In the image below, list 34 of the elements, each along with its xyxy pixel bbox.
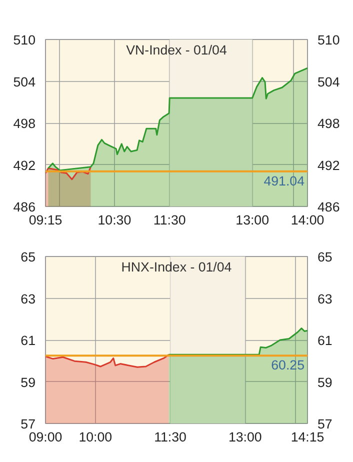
- x-tick-label: 11:30: [153, 212, 186, 228]
- x-tick-label: 14:00: [290, 212, 324, 228]
- x-tick-label: 10:30: [98, 212, 132, 228]
- y-tick-label: 498: [13, 116, 36, 131]
- x-tick-label: 10:00: [78, 430, 112, 444]
- y2-tick-label: 59: [318, 374, 332, 390]
- y2-tick-label: 486: [318, 200, 340, 214]
- y2-tick-label: 57: [318, 416, 332, 432]
- chart-title: VN-Index - 01/04: [126, 42, 228, 58]
- y-tick-label: 63: [20, 291, 36, 306]
- y-tick-label: 59: [20, 374, 36, 390]
- x-tick-label: 13:00: [228, 430, 262, 444]
- y-tick-label: 61: [20, 333, 36, 348]
- y2-tick-label: 510: [318, 32, 340, 48]
- ref-line-label: 60.25: [271, 358, 305, 373]
- y-tick-label: 65: [20, 250, 36, 264]
- x-tick-label: 11:30: [154, 430, 186, 444]
- ref-line-label: 491.04: [264, 173, 306, 188]
- y2-tick-label: 504: [318, 74, 340, 90]
- y2-tick-label: 498: [318, 116, 340, 131]
- y-tick-label: 57: [20, 416, 36, 432]
- y2-tick-label: 63: [318, 291, 332, 306]
- y-tick-label: 504: [13, 74, 36, 90]
- x-tick-label: 13:00: [236, 212, 270, 228]
- y2-tick-label: 65: [318, 250, 332, 264]
- x-tick-label: 14:15: [290, 430, 324, 444]
- x-tick-label: 09:00: [28, 430, 62, 444]
- y-tick-label: 492: [13, 158, 36, 173]
- x-tick-label: 09:15: [28, 212, 62, 228]
- y2-tick-label: 492: [318, 158, 340, 173]
- chart-title: HNX-Index - 01/04: [121, 260, 232, 274]
- y-tick-label: 510: [13, 32, 36, 48]
- y2-tick-label: 61: [318, 333, 332, 348]
- y-tick-label: 486: [13, 200, 36, 214]
